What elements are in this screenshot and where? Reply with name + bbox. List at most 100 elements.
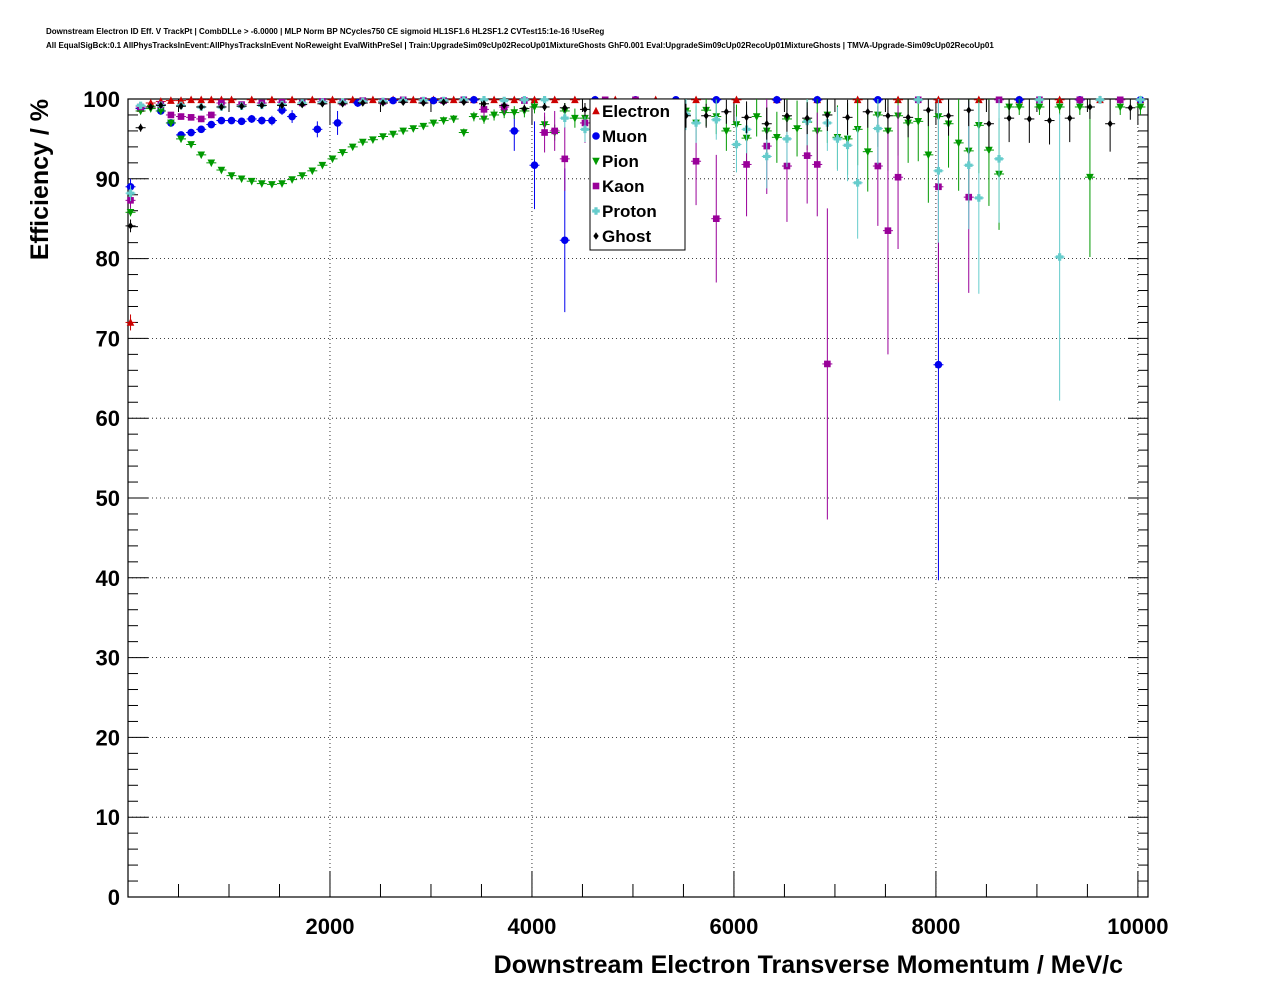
legend-marker (592, 182, 600, 190)
data-point-pion (953, 99, 964, 191)
marker (187, 114, 195, 121)
data-point-ghost (1105, 99, 1116, 152)
marker (954, 139, 963, 148)
marker (227, 116, 236, 125)
data-point-pion (489, 109, 500, 121)
data-point-muon (236, 117, 247, 126)
data-point-electron (448, 95, 459, 104)
data-point-ghost (478, 99, 489, 108)
data-point-pion (256, 180, 267, 188)
marker (1136, 95, 1145, 104)
marker (429, 96, 438, 105)
marker (560, 236, 569, 245)
marker (359, 138, 367, 147)
data-point-pion (307, 167, 318, 176)
data-point-ghost (135, 123, 146, 132)
data-point-ghost (842, 99, 853, 135)
marker (308, 167, 317, 176)
marker (934, 167, 943, 175)
plot-title-line-1: Downstream Electron ID Eff. V TrackPt | … (46, 27, 605, 36)
marker (914, 118, 923, 126)
marker (1136, 103, 1145, 112)
data-point-ghost (1064, 99, 1075, 143)
marker (419, 122, 428, 131)
marker (339, 99, 346, 108)
data-point-pion (196, 151, 207, 160)
marker (803, 152, 811, 159)
marker (510, 109, 519, 117)
data-point-ghost (216, 103, 227, 111)
marker (1096, 95, 1104, 104)
data-point-pion (408, 125, 419, 133)
tick-labels: 0 10 20 30 40 50 60 70 80 90 100 2000 4000 6000 8000 10… (83, 87, 1168, 939)
data-point-muon (216, 116, 227, 125)
data-point-pion (1084, 99, 1095, 258)
data-point-ghost (761, 107, 772, 140)
data-point-electron (186, 95, 197, 104)
data-point-ghost (277, 101, 288, 110)
marker (1086, 173, 1094, 182)
y-tick-label: 60 (96, 406, 120, 431)
marker (530, 161, 539, 170)
marker (177, 135, 185, 144)
data-point-ghost (963, 99, 974, 127)
marker (1127, 103, 1133, 112)
marker (1087, 103, 1093, 111)
legend-label: Kaon (602, 177, 645, 196)
legend-label: Pion (602, 152, 639, 171)
marker (934, 360, 943, 369)
marker (863, 148, 872, 156)
marker (126, 318, 135, 326)
marker (127, 222, 134, 230)
marker (732, 140, 741, 149)
data-point-pion (418, 122, 429, 131)
legend-marker (592, 132, 600, 140)
marker (521, 104, 528, 113)
marker (449, 115, 458, 124)
marker (510, 127, 519, 135)
marker (187, 95, 195, 104)
marker (480, 115, 488, 124)
marker (985, 146, 993, 155)
marker (379, 133, 387, 141)
marker (1116, 96, 1124, 104)
marker (1116, 103, 1125, 112)
marker (400, 98, 406, 106)
data-point-muon (771, 95, 782, 104)
data-point-ghost (802, 102, 813, 135)
marker (278, 106, 286, 114)
data-point-proton (1034, 95, 1045, 104)
data-point-ghost (176, 102, 187, 110)
marker (409, 95, 418, 104)
data-point-electron (206, 95, 217, 104)
data-point-ghost (701, 103, 712, 128)
data-point-pion (125, 208, 136, 217)
x-tick-label: 4000 (507, 914, 556, 939)
data-point-pion (236, 175, 247, 184)
legend-label: Ghost (602, 227, 651, 246)
marker (490, 95, 498, 104)
marker (429, 119, 438, 128)
marker (732, 95, 741, 104)
marker (703, 111, 709, 120)
data-point-proton (1054, 113, 1065, 401)
data-point-ghost (882, 99, 893, 134)
marker (157, 107, 165, 116)
marker (562, 103, 568, 112)
marker (1006, 114, 1012, 122)
marker (692, 157, 700, 165)
marker (298, 172, 307, 180)
marker (167, 111, 175, 119)
data-point-proton (539, 95, 550, 104)
y-tick-label: 90 (96, 167, 120, 192)
data-point-ghost (1004, 99, 1015, 143)
marker (268, 181, 276, 189)
data-point-kaon (893, 105, 904, 250)
marker (551, 127, 558, 135)
data-point-muon (468, 95, 479, 104)
marker (313, 125, 322, 134)
data-point-muon (196, 125, 207, 134)
data-point-pion (913, 99, 924, 162)
legend-box (589, 98, 686, 251)
data-point-kaon (165, 111, 176, 119)
